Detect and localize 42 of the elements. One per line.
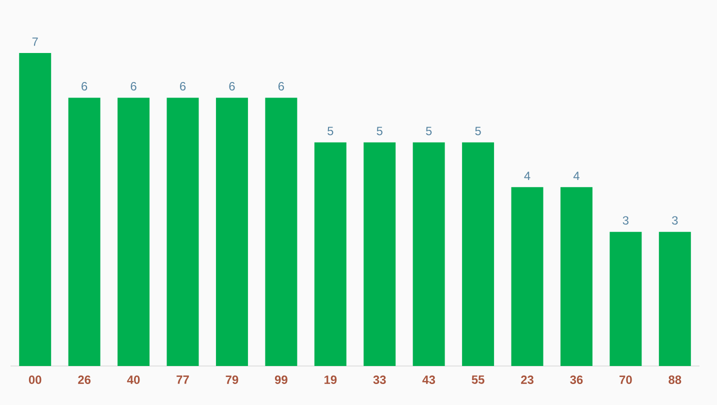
- x-tick-label: 33: [373, 376, 386, 384]
- bar: [68, 98, 100, 366]
- x-tick-label: 40: [127, 376, 140, 384]
- bar: [216, 98, 248, 366]
- data-label: 5: [376, 126, 382, 136]
- x-tick-label: 19: [324, 376, 337, 384]
- x-tick-label: 77: [176, 376, 189, 384]
- x-tick-label: 99: [274, 376, 288, 384]
- bar: [610, 232, 642, 366]
- x-tick-label: 70: [620, 376, 632, 384]
- x-tick-label: 00: [28, 376, 42, 384]
- data-label: 7: [32, 38, 38, 46]
- data-label: 5: [426, 126, 432, 136]
- x-tick-label: 55: [472, 376, 484, 384]
- data-label: 6: [130, 82, 136, 90]
- data-label: 5: [328, 126, 334, 136]
- data-label: 4: [573, 172, 580, 180]
- bar: [265, 98, 298, 366]
- data-label: 3: [622, 216, 628, 225]
- data-label: 6: [82, 82, 88, 90]
- bar: [364, 142, 396, 366]
- data-label: 6: [278, 82, 284, 90]
- bar: [560, 187, 592, 366]
- data-label: 6: [180, 82, 186, 90]
- x-tick-label: 36: [570, 376, 583, 384]
- bar: [658, 232, 691, 366]
- data-label: 5: [475, 126, 481, 136]
- bar: [19, 52, 52, 366]
- bar: [314, 142, 346, 366]
- x-tick-label: 43: [422, 376, 436, 384]
- data-label: 3: [672, 216, 678, 225]
- x-tick-label: 88: [668, 376, 682, 384]
- bar: [511, 187, 544, 366]
- bar: [118, 98, 150, 366]
- bar: [412, 142, 445, 366]
- bar: [462, 142, 494, 366]
- x-tick-label: 23: [521, 376, 534, 384]
- bar: [166, 98, 199, 366]
- data-label: 6: [229, 82, 235, 90]
- x-tick-label: 26: [78, 376, 91, 384]
- x-tick-label: 79: [226, 376, 238, 384]
- data-label: 4: [524, 172, 530, 180]
